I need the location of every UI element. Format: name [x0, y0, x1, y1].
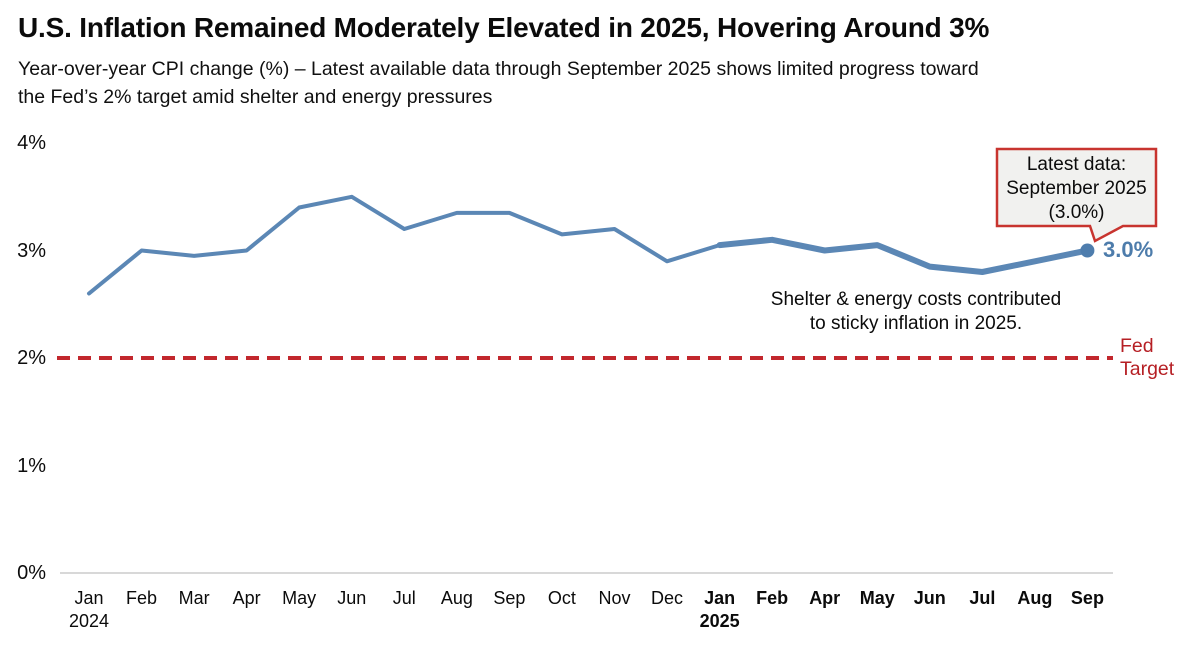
- y-axis-tick-label: 1%: [17, 454, 46, 477]
- x-axis-month: Oct: [547, 588, 576, 608]
- x-axis-month: Jul: [392, 588, 416, 608]
- x-axis-tick-label: Aug: [1002, 587, 1068, 610]
- x-axis-tick-label: May: [266, 587, 332, 610]
- x-axis-tick-label: Sep: [476, 587, 542, 610]
- fed-target-label-line1: Fed: [1120, 335, 1154, 357]
- y-axis-tick-label: 3%: [17, 239, 46, 262]
- x-axis-month: Aug: [1017, 588, 1053, 608]
- x-axis-tick-label: Jul: [371, 587, 437, 610]
- cpi-line-2024: [87, 194, 722, 296]
- x-axis-month: May: [282, 588, 317, 608]
- x-axis-tick-label: Jun: [319, 587, 385, 610]
- x-axis-month: Jun: [913, 588, 946, 608]
- y-axis-tick-label: 4%: [17, 132, 46, 154]
- x-axis-month: Jul: [969, 588, 996, 608]
- x-axis-tick-label: Mar: [161, 587, 227, 610]
- x-axis-tick-label: Dec: [634, 587, 700, 610]
- callout-line2: September 2025: [1006, 178, 1147, 199]
- x-axis-month: Nov: [598, 588, 631, 608]
- latest-value-label: 3.0%: [1103, 237, 1154, 262]
- latest-point-marker: [1080, 243, 1095, 258]
- x-axis-month: Apr: [232, 588, 261, 608]
- latest-data-callout-bubble: [995, 147, 1158, 243]
- annotation-note-line1: Shelter & energy costs contributed: [770, 289, 1062, 310]
- x-axis-month: Sep: [493, 588, 526, 608]
- chart-subtitle-line2: the Fed’s 2% target amid shelter and ene…: [18, 86, 493, 108]
- chart-subtitle: Year-over-year CPI change (%) – Latest a…: [18, 55, 1188, 111]
- x-axis-tick-label: Apr: [214, 587, 280, 610]
- x-axis-month: Feb: [756, 588, 789, 608]
- fed-target-label-line2: Target: [1120, 358, 1175, 380]
- x-axis-tick-label: Jan 2024: [56, 587, 122, 633]
- fed-target-label: Fed Target: [1120, 335, 1174, 381]
- x-axis-month: Jan: [74, 588, 104, 608]
- x-axis-tick-label: Oct: [529, 587, 595, 610]
- x-axis-tick-label: Aug: [424, 587, 490, 610]
- x-axis-tick-label: Sep: [1054, 587, 1120, 610]
- x-axis-tick-label: Apr: [792, 587, 858, 610]
- x-axis-tick-label: Feb: [109, 587, 175, 610]
- x-axis-month: Jan: [704, 588, 736, 608]
- x-axis-tick-label: Jun: [897, 587, 963, 610]
- x-axis-month: May: [859, 588, 895, 608]
- chart-subtitle-line1: Year-over-year CPI change (%) – Latest a…: [18, 58, 979, 80]
- x-axis-month: Feb: [126, 588, 158, 608]
- chart-title: U.S. Inflation Remained Moderately Eleva…: [18, 12, 990, 43]
- y-axis-tick-label: 0%: [17, 562, 46, 584]
- x-axis-month: Sep: [1070, 588, 1104, 608]
- x-axis-tick-label: Jan 2025: [687, 587, 753, 633]
- x-axis-month: Apr: [809, 588, 841, 608]
- x-axis-month: Aug: [440, 588, 473, 608]
- x-axis-month: Dec: [651, 588, 684, 608]
- callout-line1: Latest data:: [1026, 154, 1127, 175]
- x-axis-year: 2024: [68, 611, 110, 631]
- cpi-line-2025: [716, 236, 1091, 275]
- x-axis-tick-label: Feb: [739, 587, 805, 610]
- annotation-note: Shelter & energy costs contributed to st…: [739, 288, 1093, 335]
- x-axis-tick-label: May: [844, 587, 910, 610]
- x-axis-month: Jun: [337, 588, 367, 608]
- x-axis-tick-label: Nov: [582, 587, 648, 610]
- y-axis-tick-label: 2%: [17, 347, 46, 369]
- latest-data-callout-text: Latest data: September 2025 (3.0%): [999, 153, 1154, 225]
- callout-line3: (3.0%): [1048, 202, 1105, 223]
- x-axis-month: Mar: [178, 588, 210, 608]
- annotation-note-line2: to sticky inflation in 2025.: [809, 312, 1023, 334]
- x-axis-year: 2025: [699, 611, 740, 631]
- x-axis-tick-label: Jul: [949, 587, 1015, 610]
